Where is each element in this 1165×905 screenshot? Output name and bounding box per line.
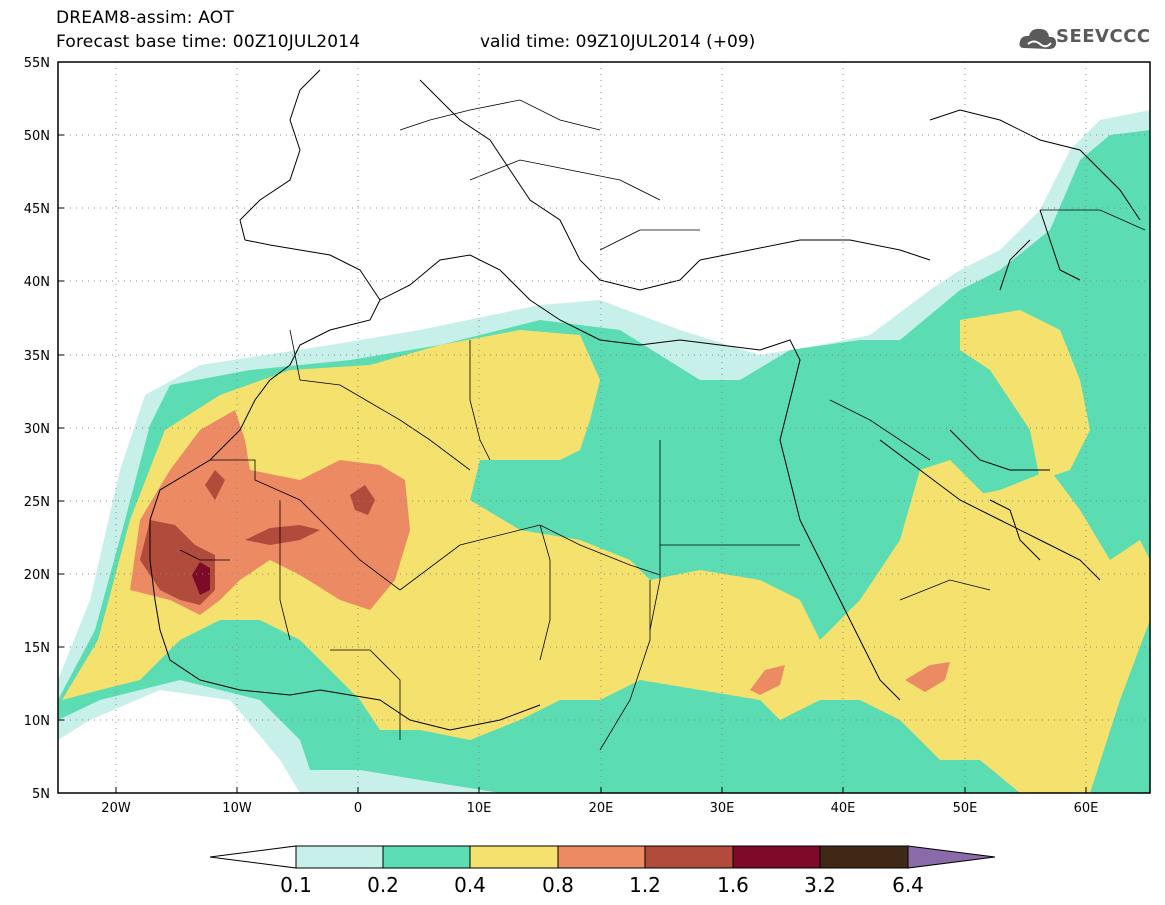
lat-label: 50N: [24, 129, 50, 144]
aot-contour-0.4: [62, 330, 1150, 793]
map-title: DREAM8-assim: AOT: [56, 8, 234, 28]
colorbar-bin: [295, 845, 384, 869]
lon-label: 40E: [831, 801, 856, 816]
colorbar-low-arrow: [209, 845, 297, 869]
longitude-labels: 20W 10W 0 10E 20E 30E 40E 50E 60E: [101, 801, 1098, 816]
lon-label: 0: [354, 801, 362, 816]
colorbar-bin: [382, 845, 471, 869]
lat-label: 25N: [24, 495, 50, 510]
colorbar-label: 0.2: [367, 873, 399, 897]
colorbar-labels: 0.1 0.2 0.4 0.8 1.2 1.6 3.2 6.4: [280, 873, 924, 897]
lon-label: 10E: [467, 801, 492, 816]
colorbar-label: 3.2: [804, 873, 836, 897]
valid-time: valid time: 09Z10JUL2014 (+09): [480, 32, 756, 52]
lon-label: 20E: [589, 801, 614, 816]
aot-contour-0.4-east: [960, 310, 1090, 480]
lat-label: 40N: [24, 275, 50, 290]
aot-contour-1.2-spot: [350, 485, 375, 515]
logo-text: SEEVCCC: [1056, 26, 1151, 47]
colorbar-bin: [469, 845, 559, 869]
colorbar-label: 1.6: [717, 873, 749, 897]
lat-label: 5N: [32, 787, 50, 802]
colorbar: [209, 845, 996, 869]
lon-label: 10W: [222, 801, 252, 816]
colorbar-label: 0.1: [280, 873, 312, 897]
lon-label: 30E: [710, 801, 735, 816]
seevccc-logo: [1018, 22, 1158, 56]
lat-label: 55N: [24, 56, 50, 71]
aot-contour-1.2-band: [245, 525, 320, 545]
aot-contour-0.8-somalia: [905, 662, 950, 692]
graticule: [58, 62, 1150, 793]
lat-label: 15N: [24, 641, 50, 656]
colorbar-label: 0.4: [454, 873, 486, 897]
colorbar-bin: [644, 845, 734, 869]
lon-label: 50E: [953, 801, 978, 816]
colorbar-label: 1.2: [629, 873, 661, 897]
aot-contour-0.8-small: [750, 665, 785, 695]
aot-contour-1.2-spot2: [205, 470, 225, 500]
colorbar-bin: [819, 845, 909, 869]
coastlines: [149, 69, 1141, 731]
lat-label: 45N: [24, 202, 50, 217]
lat-label: 10N: [24, 714, 50, 729]
colorbar-label: 0.8: [542, 873, 574, 897]
lon-label: 60E: [1074, 801, 1099, 816]
lon-label: 20W: [101, 801, 131, 816]
lat-label: 20N: [24, 568, 50, 583]
tick-marks: [58, 134, 1087, 793]
latitude-labels: 55N 50N 45N 40N 35N 30N 25N 20N 15N 10N …: [24, 56, 50, 802]
colorbar-high-arrow: [907, 845, 996, 869]
colorbar-label: 6.4: [892, 873, 924, 897]
aot-contour-1.6: [192, 562, 210, 595]
borders: [179, 99, 1146, 751]
aot-field: [58, 62, 1150, 793]
aot-contour-0.4-arabia: [900, 460, 1050, 640]
forecast-base-time: Forecast base time: 00Z10JUL2014: [56, 32, 361, 52]
cloud-icon: [1019, 28, 1056, 49]
lat-label: 35N: [24, 349, 50, 364]
colorbar-bin: [732, 845, 821, 869]
colorbar-bin: [557, 845, 646, 869]
lat-label: 30N: [24, 422, 50, 437]
